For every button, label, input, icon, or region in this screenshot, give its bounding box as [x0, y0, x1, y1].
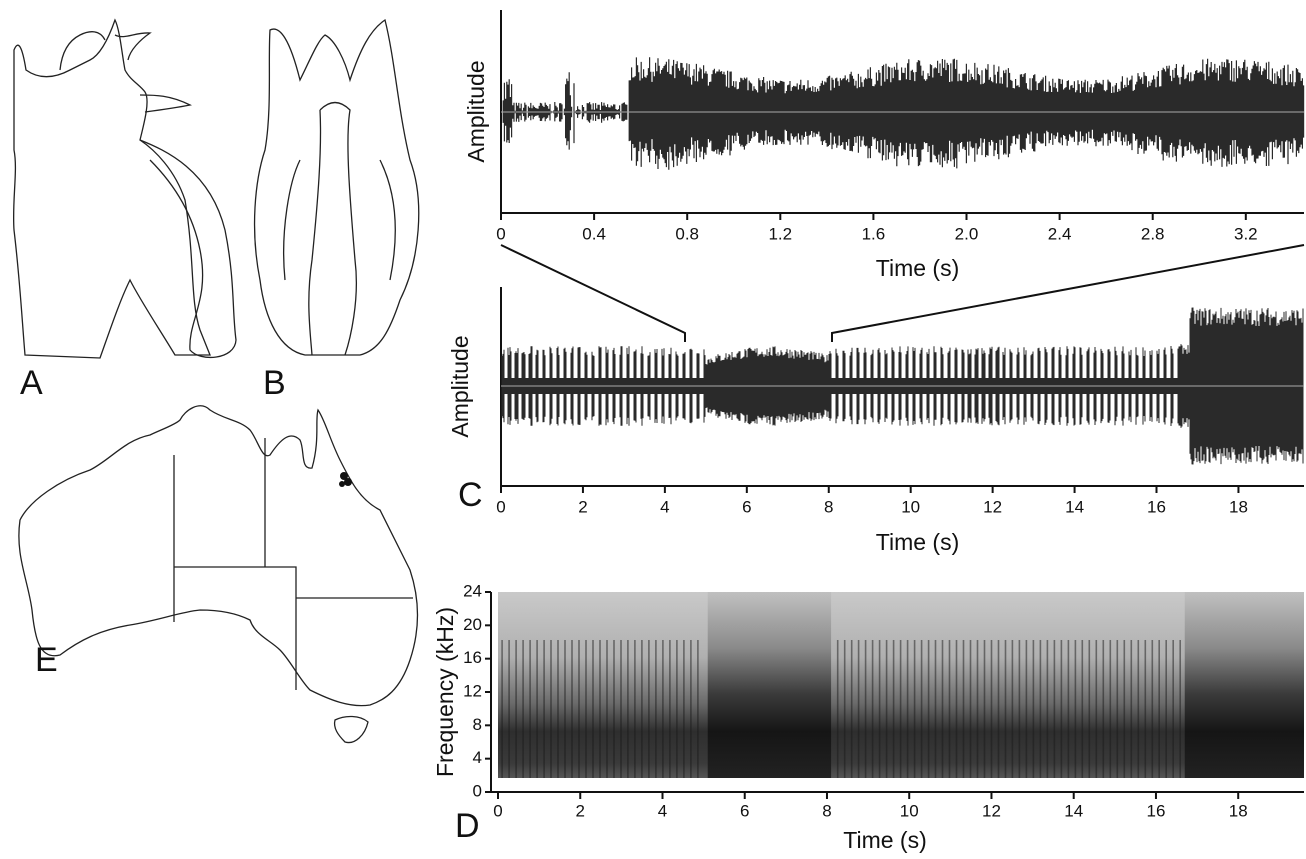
- x-tick-label: 0: [496, 497, 505, 516]
- x-tick-label: 10: [900, 801, 919, 820]
- y-axis-label: Amplitude: [447, 335, 473, 437]
- x-axis-label: Time (s): [876, 529, 959, 555]
- y-tick-label: 16: [463, 648, 482, 667]
- waveform: [502, 57, 1305, 170]
- panel-letter: B: [263, 364, 286, 402]
- x-tick-label: 0.4: [582, 224, 606, 243]
- x-tick-label: 2.0: [955, 224, 979, 243]
- illustration-a: [12, 18, 237, 359]
- y-tick-label: 8: [473, 715, 482, 734]
- x-tick-label: 6: [742, 497, 751, 516]
- x-tick-label: 2: [576, 801, 585, 820]
- panel-letter: A: [20, 364, 43, 402]
- zoom-connector: [500, 244, 1305, 342]
- map-australia: [18, 405, 419, 744]
- illustration-b: [253, 18, 420, 356]
- y-tick-label: 20: [463, 615, 482, 634]
- x-tick-label: 8: [824, 497, 833, 516]
- y-tick-label: 0: [473, 781, 482, 800]
- spectrogram-pulses: [501, 640, 1181, 778]
- y-tick-label: 4: [473, 748, 482, 767]
- x-tick-label: 3.2: [1234, 224, 1258, 243]
- x-tick-label: 4: [658, 801, 667, 820]
- spectrogram-band: [1184, 592, 1304, 778]
- panel-letter: D: [455, 807, 480, 845]
- panel-letter: C: [458, 476, 483, 514]
- x-tick-label: 6: [740, 801, 749, 820]
- panel-letter: E: [35, 641, 58, 679]
- x-tick-label: 2: [578, 497, 587, 516]
- x-tick-label: 16: [1147, 497, 1166, 516]
- x-tick-label: 12: [982, 801, 1001, 820]
- x-tick-label: 18: [1229, 801, 1248, 820]
- x-axis-label: Time (s): [843, 827, 926, 853]
- spectrogram-band: [707, 592, 832, 778]
- y-tick-label: 24: [463, 581, 482, 600]
- x-tick-label: 14: [1065, 497, 1084, 516]
- x-tick-label: 0.8: [675, 224, 699, 243]
- x-tick-label: 1.2: [768, 224, 792, 243]
- x-tick-label: 2.8: [1141, 224, 1165, 243]
- x-tick-label: 4: [660, 497, 669, 516]
- x-tick-label: 1.6: [862, 224, 886, 243]
- x-tick-label: 14: [1064, 801, 1083, 820]
- x-tick-label: 2.4: [1048, 224, 1072, 243]
- x-tick-label: 8: [822, 801, 831, 820]
- y-axis-label: Amplitude: [463, 60, 489, 162]
- x-tick-label: 18: [1229, 497, 1248, 516]
- y-tick-label: 12: [463, 681, 482, 700]
- x-axis-label: Time (s): [876, 255, 959, 281]
- x-tick-label: 12: [983, 497, 1002, 516]
- x-tick-label: 0: [496, 224, 505, 243]
- x-tick-label: 16: [1146, 801, 1165, 820]
- x-tick-label: 10: [901, 497, 920, 516]
- x-tick-label: 0: [493, 801, 502, 820]
- y-axis-label: Frequency (kHz): [432, 607, 458, 777]
